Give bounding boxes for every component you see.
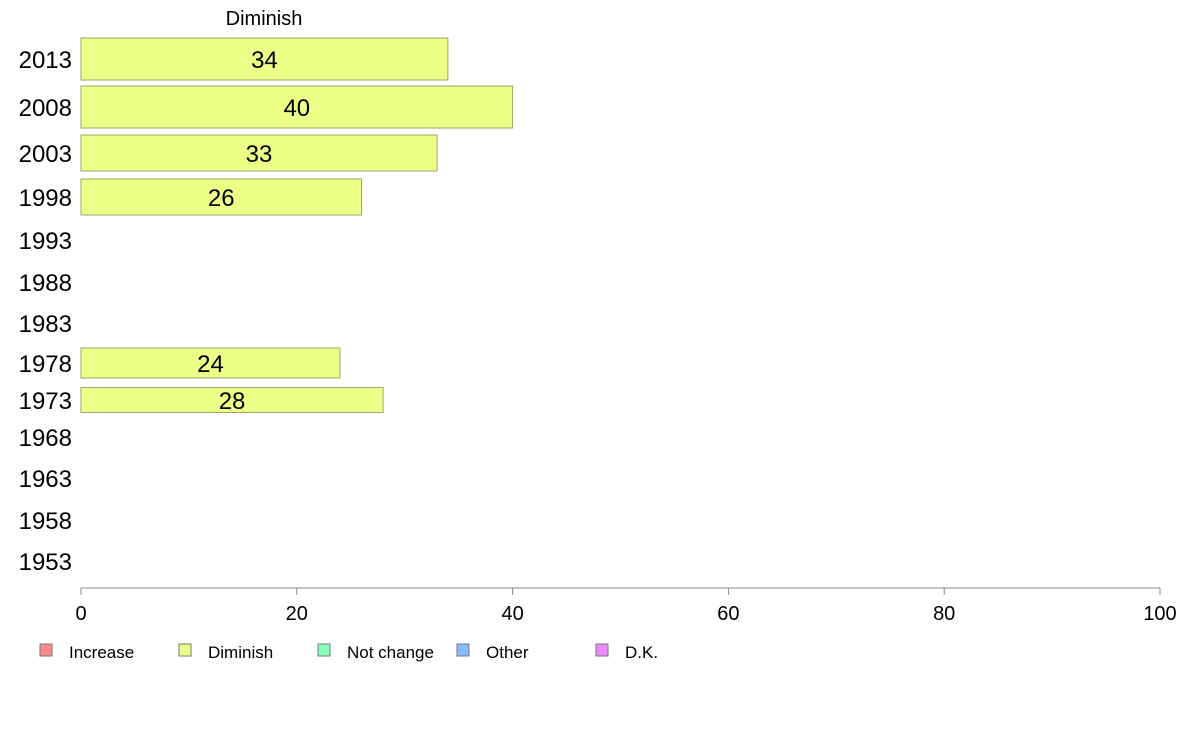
- category-label: 1963: [19, 466, 72, 493]
- legend-label: Increase: [69, 643, 134, 662]
- bar-2008: [80, 85, 514, 129]
- legend-label: Diminish: [208, 643, 273, 662]
- category-label: 1973: [19, 388, 72, 415]
- data-label-1978: 24: [197, 351, 224, 378]
- legend-swatch: [39, 643, 53, 657]
- category-label: 1958: [19, 508, 72, 535]
- legend-swatch: [178, 643, 192, 657]
- category-labels: 2013 2008 2003 1998 1993 1988 1983 1978 1973 1968…: [19, 47, 72, 576]
- category-label: 1983: [19, 311, 72, 338]
- data-label-2008: 40: [283, 95, 310, 122]
- legend-swatch: [595, 643, 609, 657]
- category-label: 1968: [19, 425, 72, 452]
- category-label: 1978: [19, 351, 72, 378]
- data-label-1973: 28: [219, 388, 246, 415]
- category-label: 2008: [19, 95, 72, 122]
- bar-1978: [80, 347, 341, 379]
- legend-swatch: [317, 643, 331, 657]
- bar-2003: [80, 134, 438, 172]
- legend-label: Other: [486, 643, 529, 662]
- bar-2013: [80, 37, 449, 81]
- x-tick-label: 60: [717, 603, 739, 625]
- data-label-2013: 34: [251, 47, 278, 74]
- legend-label: D.K.: [625, 643, 658, 662]
- data-label-2003: 33: [246, 141, 273, 168]
- x-tick-label: 40: [501, 603, 523, 625]
- legend-label: Not change: [347, 643, 434, 662]
- category-label: 1988: [19, 270, 72, 297]
- x-tick-label: 80: [933, 603, 955, 625]
- category-label: 1998: [19, 185, 72, 212]
- data-label-1998: 26: [208, 185, 235, 212]
- x-tick-label: 20: [286, 603, 308, 625]
- category-label: 2003: [19, 141, 72, 168]
- chart-title: Diminish: [226, 8, 303, 30]
- bar-1998: [80, 178, 363, 216]
- category-label: 1993: [19, 228, 72, 255]
- legend: Increase Diminish Not change Other D.K.: [39, 643, 658, 662]
- legend-swatch: [456, 643, 470, 657]
- bar-1973: [80, 387, 384, 413]
- x-tick-label: 0: [75, 603, 86, 625]
- category-label: 1953: [19, 549, 72, 576]
- x-tick-label: 100: [1143, 603, 1176, 625]
- bars: [80, 37, 514, 413]
- x-axis: 0 20 40 60 80 100: [75, 587, 1177, 625]
- category-label: 2013: [19, 47, 72, 74]
